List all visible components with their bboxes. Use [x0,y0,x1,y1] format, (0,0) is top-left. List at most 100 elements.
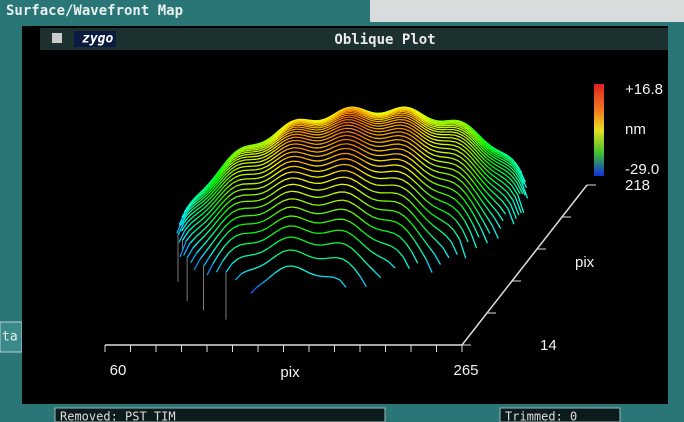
surface-line [317,129,323,130]
panel-title: Oblique Plot [334,32,435,48]
surface-line [312,161,318,162]
surface-line [254,162,260,163]
surface-line [385,220,391,221]
surface-line [242,163,248,164]
surface-line [317,177,323,178]
surface-line [297,134,303,135]
surface-line [245,149,251,150]
surface-line [318,134,324,135]
surface-line [246,243,252,244]
surface-line [449,135,455,136]
surface-line [311,176,317,177]
surface-line [397,111,403,112]
surface-line [380,160,386,161]
surface-line [312,190,318,191]
removed-status: Removed: PST TIM [60,410,176,422]
surface-line [252,151,258,152]
surface-line [441,167,447,168]
surface-line [243,233,249,234]
surface-line [344,112,350,113]
surface-line [380,131,386,132]
surface-line [312,134,318,135]
surface-line [436,129,442,130]
surface-line [342,184,348,185]
colorbar-min: -29.0 [625,161,659,178]
surface-line [318,189,324,190]
surface-line [349,117,355,118]
surface-line [437,152,443,153]
surface-line [374,131,380,132]
window-title: Surface/Wavefront Map [6,3,183,19]
surface-line [340,159,346,160]
surface-line [292,191,298,192]
surface-line [298,123,304,124]
surface-line [334,209,340,210]
surface-line [254,183,260,184]
surface-line [393,136,399,137]
surface-line [402,109,408,110]
side-label: ta [2,330,18,345]
surface-line [248,147,254,148]
screen: Surface/Wavefront Map ta zygo Oblique Pl… [0,0,684,422]
surface-line [287,207,293,208]
surface-line [341,144,347,145]
surface-line [394,125,400,126]
surface-line [251,148,257,149]
surface-line [387,171,393,172]
surface-line [337,200,343,201]
surface-line [389,201,395,202]
surface-line [328,277,334,278]
surface-line [345,148,351,149]
surface-line [385,178,391,179]
surface-line [373,125,379,126]
surface-line [379,150,385,151]
colorbar-unit: nm [625,121,646,138]
panel-menu-button[interactable] [52,33,62,43]
y-axis-end: 218 [625,177,650,194]
surface-line [350,112,356,113]
surface-line [391,149,397,150]
surface-line [289,156,295,157]
surface-line [444,162,450,163]
surface-line [447,145,453,146]
surface-line [310,143,316,144]
surface-line [440,157,446,158]
trimmed-status: Trimmed: 0 [505,410,577,422]
surface-line [253,201,259,202]
surface-line [316,144,322,145]
surface-line [241,174,247,175]
y-axis-label: pix [575,254,595,271]
surface-line [436,143,442,144]
surface-line [296,144,302,145]
surface-line [381,172,387,173]
surface-line [251,223,257,224]
surface-line [445,148,451,149]
surface-line [384,165,390,166]
surface-line [285,237,291,238]
surface-line [398,136,404,137]
surface-line [253,174,259,175]
surface-line [373,116,379,117]
surface-line [340,209,346,210]
colorbar [594,84,604,176]
surface-line [295,156,301,157]
surface-line [310,125,316,126]
surface-line [290,144,296,145]
surface-line [291,134,297,135]
surface-line [379,116,385,117]
x-axis-end: 265 [453,362,478,379]
x-axis-label: pix [280,364,300,381]
surface-line [347,125,353,126]
surface-line [393,171,399,172]
x-axis-start: 60 [110,362,127,379]
surface-line [342,132,348,133]
surface-line [374,160,380,161]
logo: zygo [82,32,113,47]
surface-line [346,135,352,136]
surface-line [244,154,250,155]
surface-line [296,129,302,130]
surface-line [378,126,384,127]
surface-line [435,125,441,126]
surface-line [373,150,379,151]
surface-line [400,125,406,126]
